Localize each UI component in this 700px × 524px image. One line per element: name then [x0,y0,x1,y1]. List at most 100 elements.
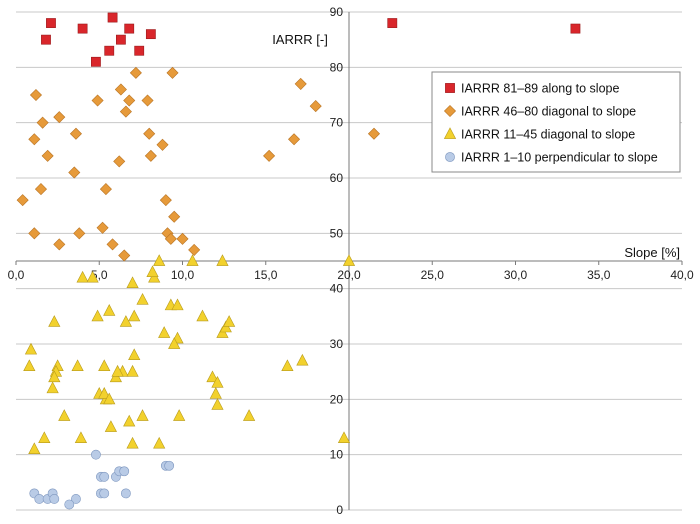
triangle-marker [146,265,159,277]
circle-marker [34,494,45,504]
triangle-marker [171,298,184,311]
y-axis-title: IARRR [-] [272,32,328,47]
square-marker [124,23,135,34]
diamond-marker [141,94,154,107]
triangle-marker [98,359,111,372]
diamond-marker [69,127,82,140]
legend-circle-marker [445,152,455,162]
diamond-marker [294,77,307,90]
diamond-marker [28,133,41,146]
legend-label: IARRR 1–10 perpendicular to slope [461,151,658,165]
diamond-marker [41,149,54,162]
y-tick-label: 30 [330,337,344,351]
triangle-marker [153,254,166,266]
square-marker [570,23,581,34]
triangle-marker [71,359,84,372]
triangle-marker [123,414,136,427]
y-tick-label: 50 [330,226,344,240]
diamond-marker [36,116,49,129]
y-tick-label: 60 [330,171,344,185]
x-tick-label: 35,0 [587,268,611,282]
legend-label: IARRR 11–45 diagonal to slope [461,128,635,142]
triangle-marker [119,315,132,327]
diamond-marker [96,221,109,234]
legend: IARRR 81–89 along to slope IARRR 46–80 di… [431,71,681,173]
triangle-marker [58,409,71,421]
x-tick-label: 10,0 [171,268,195,282]
circle-marker [49,494,60,504]
legend-triangle-marker [443,127,457,139]
diamond-marker [143,127,156,140]
diamond-marker [176,232,189,245]
circle-marker [99,488,110,499]
triangle-marker [243,409,256,421]
triangle-marker [126,436,139,449]
diamond-marker [156,138,169,151]
circle-marker [119,466,130,477]
x-tick-label: 15,0 [254,268,278,282]
diamond-marker [159,194,172,207]
diamond-marker [288,133,301,146]
diamond-marker [188,243,201,256]
diamond-marker [106,238,119,251]
diamond-marker [166,66,179,79]
y-tick-label: 0 [336,503,343,517]
diamond-marker [118,249,131,262]
triangle-marker [136,409,149,421]
data-points [16,12,581,510]
circle-marker [71,494,81,504]
square-marker [387,18,398,28]
diamond-marker [53,111,66,124]
x-tick-label: 40,0 [670,268,694,282]
triangle-marker [168,337,181,349]
diamond-marker [113,155,126,168]
diamond-marker [99,183,112,196]
circle-marker [91,449,101,460]
x-tick-label: 30,0 [504,268,528,282]
square-marker [77,23,88,34]
triangle-marker [48,370,61,383]
triangle-marker [23,359,36,372]
triangle-marker [98,387,111,399]
diamond-marker [123,94,136,107]
square-marker [104,45,115,56]
x-tick-label: 0,0 [8,268,25,282]
y-tick-label: 90 [330,5,344,19]
diamond-marker [73,227,86,240]
triangle-marker [48,315,61,327]
diamond-marker [367,127,380,140]
y-tick-label: 10 [330,448,344,462]
triangle-marker [209,387,222,399]
diamond-marker [53,238,66,251]
triangle-marker [128,348,141,360]
diamond-marker [119,105,132,118]
triangle-marker [216,254,229,266]
y-tick-label: 70 [330,116,344,130]
triangle-marker [342,254,356,266]
square-marker [115,34,126,45]
triangle-marker [173,409,186,421]
diamond-marker [34,183,47,196]
triangle-marker [206,370,219,383]
square-marker [107,12,118,23]
diamond-marker [91,94,104,107]
triangle-marker [296,353,309,366]
diamond-marker [309,100,322,113]
triangle-marker [91,309,104,322]
triangle-marker [74,431,88,443]
square-marker [134,45,145,56]
triangle-marker [104,420,118,432]
circle-marker [99,471,110,482]
legend-box [431,71,681,173]
diamond-marker [263,149,276,162]
triangle-marker [24,342,38,355]
diamond-marker [28,227,41,240]
legend-label: IARRR 46–80 diagonal to slope [461,105,636,119]
triangle-marker [86,270,99,283]
y-tick-label: 20 [330,392,344,406]
y-tick-label: 80 [330,60,344,74]
triangle-marker [211,375,224,388]
triangle-marker [28,442,41,455]
circle-marker [164,460,175,471]
